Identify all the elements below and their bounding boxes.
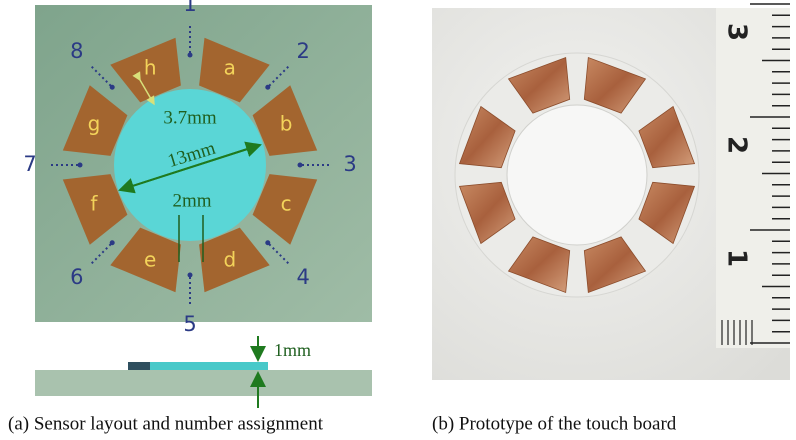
ruler-label: 2 [722,136,752,154]
position-dot [188,273,193,278]
ruler-label: 1 [722,249,752,267]
gap-label: 2mm [172,190,211,211]
caption: (b) Prototype of the touch board [432,413,677,434]
position-label: 8 [70,39,83,63]
side-view: 1mm [35,336,372,408]
base-layer [35,370,372,396]
pad-label: e [144,248,156,272]
pad-width-label: 3.7mm [163,107,217,128]
ruler-label: 3 [722,23,752,41]
position-dot [298,163,303,168]
ruler [716,8,790,348]
thickness-label: 1mm [274,340,311,360]
position-dot [188,53,193,58]
position-dot [265,85,270,90]
position-label: 7 [23,152,36,176]
caption: (a) Sensor layout and number assignment [8,413,324,434]
panel-b: 3 2 1 [432,4,790,380]
position-dot [110,240,115,245]
sensor-edge [128,362,150,370]
figure: abcdefgh123456783.7mm13mm2mm 321 1mm (a)… [0,0,796,440]
pad-label: c [281,191,292,215]
pad-label: h [144,55,157,79]
center-board [507,105,647,245]
pad-label: a [224,55,236,79]
position-dot [110,85,115,90]
pad-label: f [90,191,98,215]
position-dot [78,163,83,168]
pad-label: b [280,112,293,136]
position-label: 4 [296,265,309,289]
position-label: 1 [183,0,196,16]
position-label: 3 [343,152,356,176]
position-dot [265,240,270,245]
pad-label: d [223,248,236,272]
position-label: 2 [296,39,309,63]
position-label: 5 [183,312,196,336]
pad-label: g [88,112,101,136]
position-label: 6 [70,265,83,289]
